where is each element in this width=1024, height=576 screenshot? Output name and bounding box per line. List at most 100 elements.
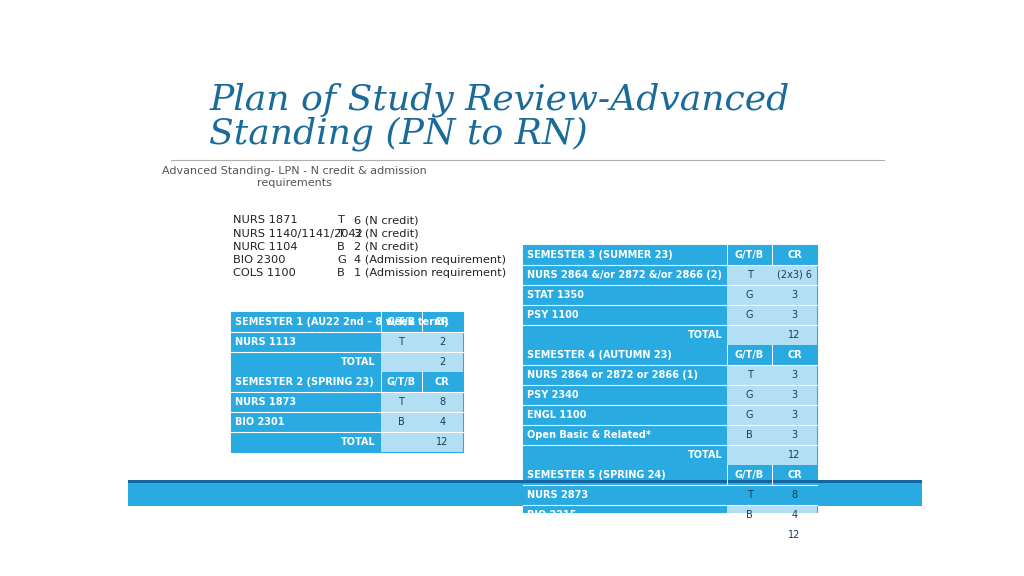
Bar <box>727 365 772 385</box>
Bar <box>422 352 463 372</box>
Text: BIO 2215: BIO 2215 <box>527 510 577 520</box>
Text: 4: 4 <box>439 417 445 427</box>
Bar <box>727 445 772 465</box>
Bar <box>727 425 772 445</box>
Text: 3: 3 <box>792 370 798 380</box>
Text: BIO 2300: BIO 2300 <box>232 255 285 265</box>
Text: B: B <box>746 510 753 520</box>
Bar <box>381 432 422 452</box>
Text: SEMESTER 2 (SPRING 23): SEMESTER 2 (SPRING 23) <box>234 377 374 386</box>
Bar <box>381 412 422 432</box>
Text: NURS 2873: NURS 2873 <box>527 490 588 500</box>
Bar <box>772 405 817 425</box>
Text: 2: 2 <box>439 337 445 347</box>
Text: 12: 12 <box>788 450 801 460</box>
Text: 3: 3 <box>792 310 798 320</box>
Text: 3: 3 <box>792 290 798 300</box>
Bar <box>422 332 463 352</box>
Bar <box>772 305 817 325</box>
Bar <box>523 385 727 405</box>
Text: 3: 3 <box>792 410 798 420</box>
Bar <box>231 332 381 352</box>
Text: 4: 4 <box>792 510 798 520</box>
Text: T: T <box>746 370 753 380</box>
Bar <box>772 505 817 525</box>
Text: NURS 1113: NURS 1113 <box>234 337 296 347</box>
Bar <box>772 425 817 445</box>
Bar <box>727 385 772 405</box>
Text: G: G <box>745 290 754 300</box>
Bar <box>381 392 422 412</box>
Bar <box>381 352 422 372</box>
Text: 6 (N credit): 6 (N credit) <box>354 215 419 225</box>
Text: G/T/B: G/T/B <box>387 317 416 327</box>
Bar <box>772 325 817 345</box>
Text: CR: CR <box>435 377 450 386</box>
Text: PSY 1100: PSY 1100 <box>527 310 579 320</box>
Text: BIO 2301: BIO 2301 <box>234 417 285 427</box>
Text: SEMESTER 5 (SPRING 24): SEMESTER 5 (SPRING 24) <box>527 470 666 480</box>
Bar <box>422 392 463 412</box>
Text: 12: 12 <box>788 330 801 340</box>
Text: G: G <box>337 255 346 265</box>
Text: TOTAL: TOTAL <box>341 437 376 447</box>
Text: COLS 1100: COLS 1100 <box>232 268 296 278</box>
Bar <box>727 485 772 505</box>
Text: B: B <box>397 417 404 427</box>
Text: G/T/B: G/T/B <box>735 470 764 480</box>
Text: G: G <box>745 410 754 420</box>
Bar <box>523 485 727 505</box>
Text: 1 (Admission requirement): 1 (Admission requirement) <box>354 268 507 278</box>
Text: T: T <box>746 270 753 280</box>
Bar <box>523 265 727 285</box>
Text: T: T <box>337 229 344 238</box>
Text: NURS 2864 &/or 2872 &/or 2866 (2): NURS 2864 &/or 2872 &/or 2866 (2) <box>527 270 722 280</box>
Text: NURS 2864 or 2872 or 2866 (1): NURS 2864 or 2872 or 2866 (1) <box>527 370 698 380</box>
Text: (2x3) 6: (2x3) 6 <box>777 270 812 280</box>
Bar <box>772 265 817 285</box>
Text: TOTAL: TOTAL <box>341 357 376 367</box>
Text: B: B <box>746 430 753 440</box>
Text: CR: CR <box>787 249 802 260</box>
Text: 4 (Admission requirement): 4 (Admission requirement) <box>354 255 506 265</box>
Bar <box>231 312 463 332</box>
Text: 12: 12 <box>436 437 449 447</box>
Text: B: B <box>337 241 345 252</box>
Text: TOTAL: TOTAL <box>688 330 722 340</box>
Bar <box>523 465 817 485</box>
Bar <box>128 480 922 483</box>
Bar <box>523 245 817 545</box>
Bar <box>523 525 727 545</box>
Text: STAT 1350: STAT 1350 <box>527 290 584 300</box>
Text: Open Basic & Related*: Open Basic & Related* <box>527 430 651 440</box>
Bar <box>727 285 772 305</box>
Text: 12: 12 <box>788 530 801 540</box>
Text: NURS 1140/1141/2042: NURS 1140/1141/2042 <box>232 229 362 238</box>
Bar <box>772 485 817 505</box>
Text: 8: 8 <box>792 490 798 500</box>
Text: 8: 8 <box>439 397 445 407</box>
Bar <box>231 412 381 432</box>
Bar <box>727 405 772 425</box>
Text: G/T/B: G/T/B <box>735 350 764 360</box>
Text: G/T/B: G/T/B <box>735 249 764 260</box>
Bar <box>772 525 817 545</box>
Text: 2 (N credit): 2 (N credit) <box>354 241 419 252</box>
Text: CR: CR <box>435 317 450 327</box>
Bar <box>523 285 727 305</box>
Bar <box>727 325 772 345</box>
Text: ENGL 1100: ENGL 1100 <box>527 410 587 420</box>
Bar <box>231 372 463 392</box>
Text: 2: 2 <box>439 357 445 367</box>
Text: B: B <box>337 268 345 278</box>
Text: G: G <box>745 390 754 400</box>
Text: NURC 1104: NURC 1104 <box>232 241 297 252</box>
Bar <box>231 432 381 452</box>
Bar <box>523 305 727 325</box>
Text: Standing (PN to RN): Standing (PN to RN) <box>209 117 588 151</box>
Bar <box>523 345 817 365</box>
Bar <box>772 365 817 385</box>
Bar <box>772 285 817 305</box>
Text: T: T <box>337 215 344 225</box>
Bar <box>523 365 727 385</box>
